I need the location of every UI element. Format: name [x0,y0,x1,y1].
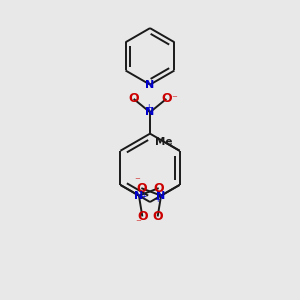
Text: ⁻: ⁻ [136,218,142,228]
Text: O: O [128,92,139,105]
Text: +: + [154,195,161,204]
Text: N: N [146,107,154,117]
Text: O: O [153,182,164,195]
Text: O: O [136,182,147,195]
Text: ⁻: ⁻ [135,177,140,187]
Text: O: O [161,92,172,105]
Text: N: N [134,190,144,201]
Text: ⁻: ⁻ [171,94,177,104]
Text: N: N [146,80,154,90]
Text: O: O [137,210,148,223]
Text: O: O [152,210,163,223]
Text: +: + [141,192,147,201]
Text: +: + [145,103,152,112]
Text: Me: Me [155,137,173,147]
Text: N: N [156,190,166,201]
